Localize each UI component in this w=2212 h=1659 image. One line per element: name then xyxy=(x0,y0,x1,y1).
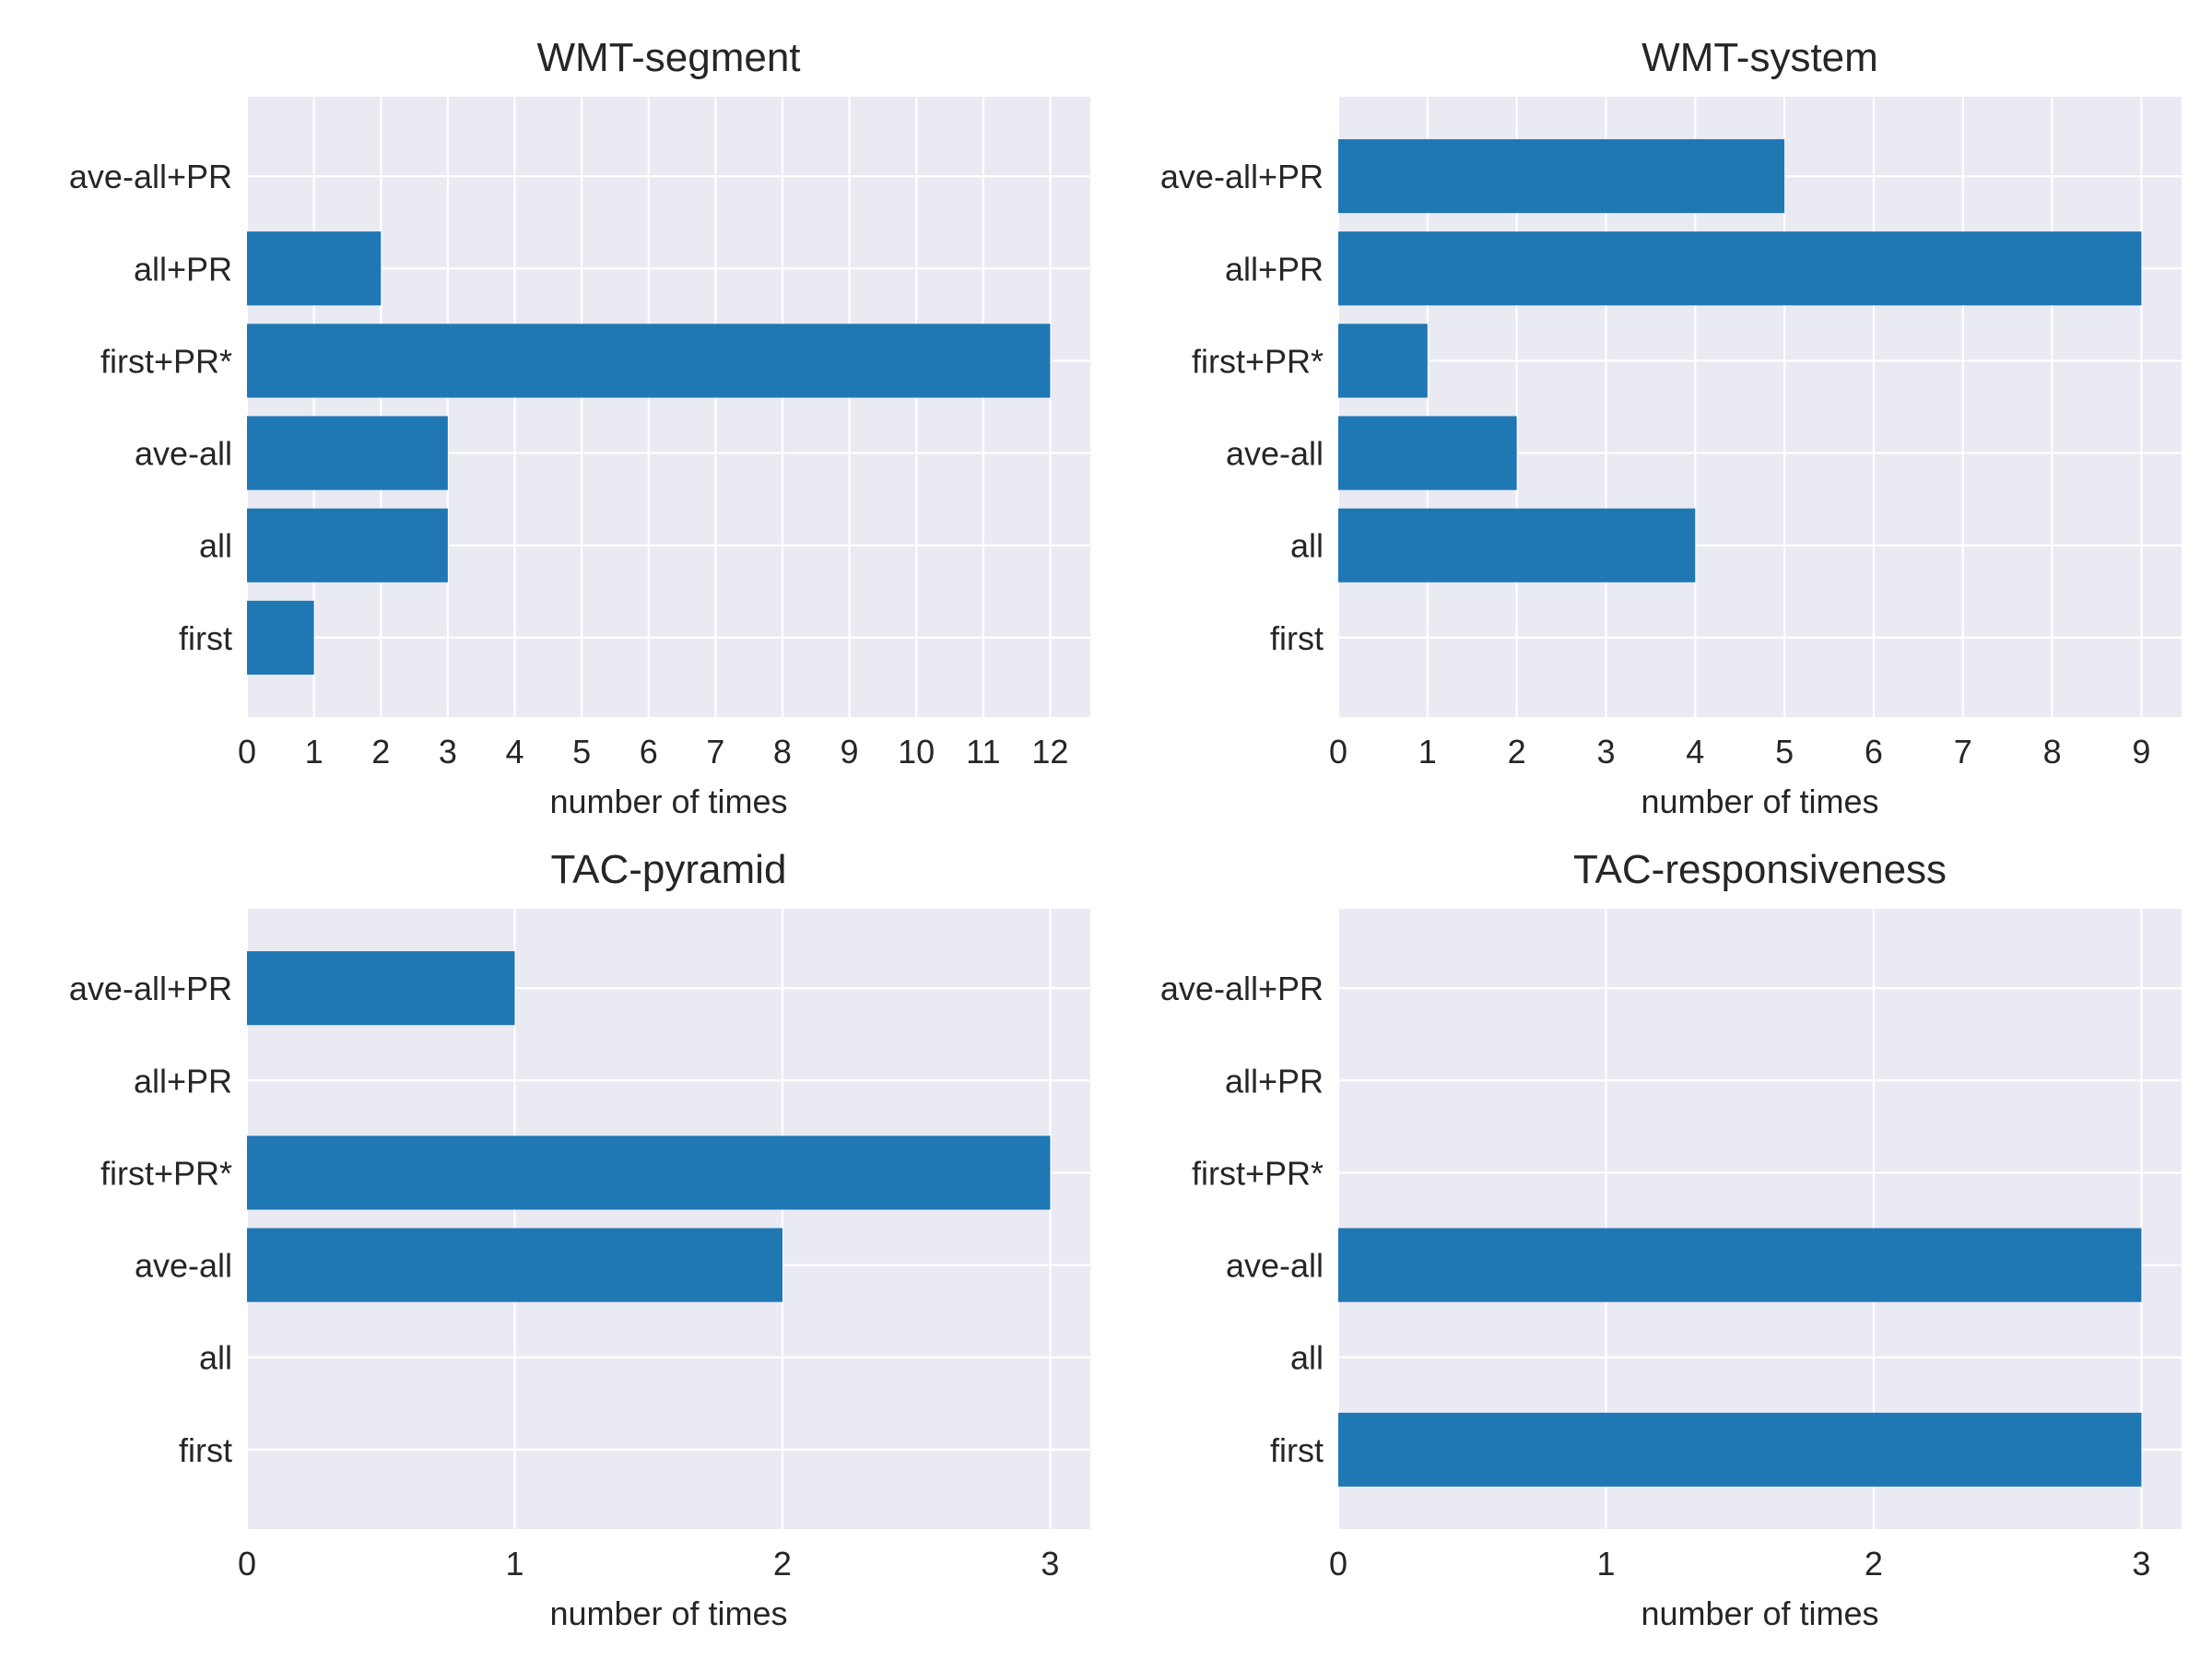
y-tick-label-ave-all-plus-pr: ave-all+PR xyxy=(69,970,232,1007)
x-tick-label: 3 xyxy=(2132,1545,2150,1583)
y-tick-label-ave-all: ave-all xyxy=(1226,435,1324,473)
x-tick-label: 2 xyxy=(371,733,390,771)
x-tick-label: 3 xyxy=(439,733,457,771)
y-tick-label-ave-all-plus-pr: ave-all+PR xyxy=(69,158,232,195)
x-tick-label: 1 xyxy=(1418,733,1437,771)
bar-all xyxy=(247,508,448,582)
y-tick-label-first-plus-pr-star: first+PR* xyxy=(1192,342,1324,380)
x-tick-label: 5 xyxy=(572,733,591,771)
bar-ave-all-plus-pr xyxy=(247,951,515,1026)
x-tick-label: 7 xyxy=(706,733,724,771)
x-tick-label: 1 xyxy=(305,733,324,771)
x-tick-label: 11 xyxy=(966,733,1000,771)
y-tick-label-all: all xyxy=(1290,1339,1324,1377)
bar-ave-all xyxy=(1338,416,1517,490)
x-tick-label: 0 xyxy=(1329,1545,1347,1583)
bar-all-plus-pr xyxy=(1338,231,2142,306)
bar-ave-all xyxy=(247,1228,782,1302)
x-tick-label: 9 xyxy=(2132,733,2150,771)
y-tick-label-all-plus-pr: all+PR xyxy=(1225,1062,1324,1100)
y-tick-label-all: all xyxy=(199,527,232,565)
x-tick-label: 1 xyxy=(1596,1545,1615,1583)
bar-first-plus-pr-star xyxy=(1338,324,1428,398)
y-tick-label-ave-all: ave-all xyxy=(1226,1247,1324,1285)
subplot-tac-pyramid: 0 1 2 3 first all ave-all first+PR* all+PR ave-al… xyxy=(69,847,1090,1632)
bar-ave-all-plus-pr xyxy=(1338,139,1785,214)
bar-all xyxy=(1338,508,1696,582)
x-tick-label: 10 xyxy=(898,733,935,771)
x-tick-label: 6 xyxy=(640,733,658,771)
x-axis-label: number of times xyxy=(549,782,787,820)
y-tick-label-all: all xyxy=(1290,527,1324,565)
x-tick-label: 0 xyxy=(238,733,256,771)
x-tick-label: 2 xyxy=(1865,1545,1883,1583)
x-tick-label: 3 xyxy=(1041,1545,1059,1583)
bar-ave-all xyxy=(1338,1228,2142,1302)
x-tick-label: 7 xyxy=(1954,733,1972,771)
y-tick-label-first-plus-pr-star: first+PR* xyxy=(1192,1154,1324,1192)
chart-title: TAC-responsiveness xyxy=(1573,847,1947,892)
bar-first xyxy=(247,600,314,675)
x-tick-label: 8 xyxy=(2043,733,2062,771)
y-tick-label-ave-all: ave-all xyxy=(135,1247,232,1285)
x-tick-label: 2 xyxy=(773,1545,792,1583)
y-tick-label-all-plus-pr: all+PR xyxy=(1225,250,1324,288)
x-tick-label: 2 xyxy=(1508,733,1526,771)
x-tick-label: 9 xyxy=(841,733,859,771)
x-tick-label: 6 xyxy=(1865,733,1883,771)
y-tick-label-all-plus-pr: all+PR xyxy=(134,250,232,288)
y-tick-label-first: first xyxy=(179,619,232,657)
x-axis-label: number of times xyxy=(1641,1594,1878,1632)
plot-area xyxy=(247,97,1090,717)
x-tick-label: 0 xyxy=(238,1545,256,1583)
y-tick-label-ave-all: ave-all xyxy=(135,435,232,473)
y-tick-label-first: first xyxy=(1270,619,1324,657)
subplot-tac-responsiveness: 0 1 2 3 first all ave-all first+PR* all+PR ave-al… xyxy=(1160,847,2182,1632)
subplot-wmt-segment: 0 1 2 3 4 5 6 7 8 9 10 11 12firstallave-allfirst+PR*… xyxy=(69,35,1090,820)
chart-title: TAC-pyramid xyxy=(551,847,787,892)
x-axis-label: number of times xyxy=(1641,782,1878,820)
x-tick-label: 0 xyxy=(1329,733,1347,771)
bar-first xyxy=(1338,1412,2142,1487)
x-tick-label: 1 xyxy=(505,1545,524,1583)
subplot-wmt-system: 0 1 2 3 4 5 6 7 8 9 first all ave-all first+PR* all+PR… xyxy=(1160,35,2182,820)
chart-title: WMT-segment xyxy=(536,35,800,80)
bar-ave-all xyxy=(247,416,448,490)
x-axis-label: number of times xyxy=(549,1594,787,1632)
y-tick-label-ave-all-plus-pr: ave-all+PR xyxy=(1160,970,1324,1007)
bar-first-plus-pr-star xyxy=(247,324,1051,398)
y-tick-label-ave-all-plus-pr: ave-all+PR xyxy=(1160,158,1324,195)
chart-title: WMT-system xyxy=(1641,35,1878,80)
x-tick-label: 4 xyxy=(505,733,524,771)
y-tick-label-first-plus-pr-star: first+PR* xyxy=(100,1154,232,1192)
x-tick-label: 12 xyxy=(1031,733,1068,771)
y-tick-label-first: first xyxy=(1270,1431,1324,1469)
y-tick-label-first-plus-pr-star: first+PR* xyxy=(100,342,232,380)
y-tick-label-all: all xyxy=(199,1339,232,1377)
bar-first-plus-pr-star xyxy=(247,1135,1051,1210)
y-tick-label-all-plus-pr: all+PR xyxy=(134,1062,232,1100)
x-tick-label: 3 xyxy=(1596,733,1615,771)
x-tick-label: 4 xyxy=(1686,733,1704,771)
x-tick-label: 8 xyxy=(773,733,792,771)
x-tick-label: 5 xyxy=(1775,733,1794,771)
bar-all-plus-pr xyxy=(247,231,382,306)
y-tick-label-first: first xyxy=(179,1431,232,1469)
